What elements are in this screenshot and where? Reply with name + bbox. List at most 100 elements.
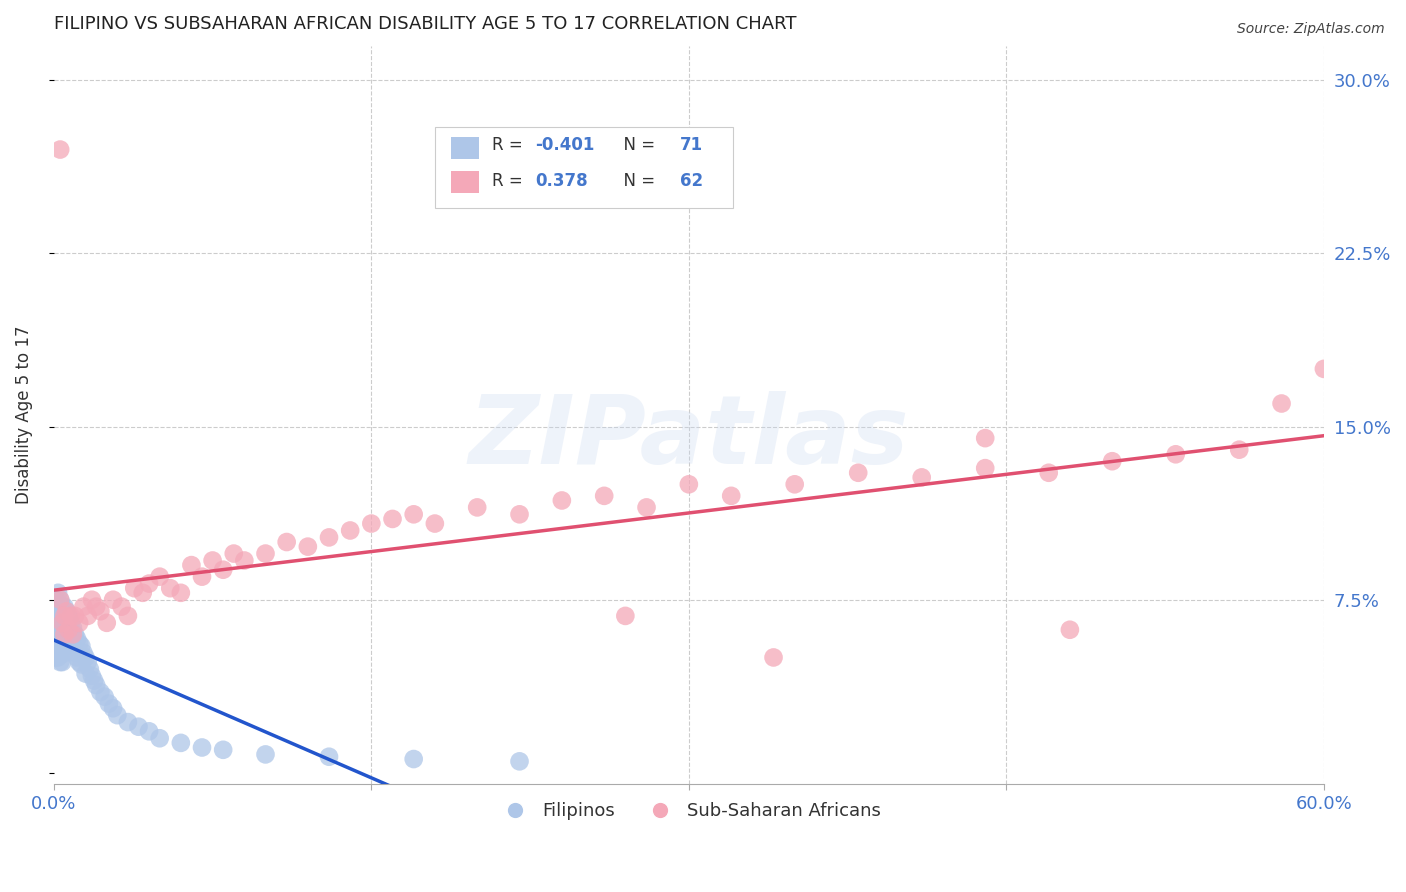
Point bbox=[53, 646, 76, 660]
Point bbox=[76, 655, 98, 669]
Point bbox=[49, 592, 72, 607]
Point bbox=[212, 743, 235, 757]
Point bbox=[83, 673, 105, 688]
Point bbox=[45, 608, 67, 623]
Point bbox=[58, 608, 80, 623]
Point bbox=[138, 576, 160, 591]
Point bbox=[1227, 442, 1250, 457]
Point bbox=[170, 586, 193, 600]
Point bbox=[97, 697, 120, 711]
Point bbox=[53, 599, 76, 614]
Point bbox=[49, 143, 72, 157]
Point bbox=[318, 530, 340, 544]
Point bbox=[59, 608, 82, 623]
Text: N =: N = bbox=[613, 172, 659, 190]
Point bbox=[117, 715, 139, 730]
Point bbox=[1101, 454, 1123, 468]
Point bbox=[49, 604, 72, 618]
Point bbox=[79, 662, 101, 676]
Point bbox=[101, 592, 124, 607]
Point bbox=[1313, 362, 1336, 376]
Point bbox=[89, 685, 111, 699]
Point bbox=[201, 553, 224, 567]
Point bbox=[89, 604, 111, 618]
Point bbox=[93, 690, 115, 704]
Point bbox=[911, 470, 934, 484]
Point bbox=[170, 736, 193, 750]
Bar bbox=[451, 171, 479, 194]
Point bbox=[339, 524, 361, 538]
Point bbox=[49, 592, 72, 607]
Point bbox=[1059, 623, 1081, 637]
Point bbox=[63, 646, 86, 660]
Point bbox=[53, 632, 76, 646]
Point bbox=[59, 627, 82, 641]
Point bbox=[51, 639, 73, 653]
Point bbox=[59, 639, 82, 653]
Point bbox=[58, 620, 80, 634]
Point bbox=[62, 639, 84, 653]
Point bbox=[509, 508, 531, 522]
Point bbox=[117, 608, 139, 623]
Point bbox=[614, 608, 637, 623]
Point bbox=[465, 500, 488, 515]
Point bbox=[149, 731, 172, 746]
Point bbox=[636, 500, 658, 515]
Point bbox=[49, 655, 72, 669]
Point bbox=[105, 708, 128, 723]
Point bbox=[58, 623, 80, 637]
Text: N =: N = bbox=[613, 136, 659, 154]
Point bbox=[423, 516, 446, 531]
Point bbox=[53, 608, 76, 623]
Point bbox=[63, 627, 86, 641]
Point bbox=[51, 627, 73, 641]
Point bbox=[1164, 447, 1187, 461]
Point bbox=[49, 615, 72, 630]
Point bbox=[63, 608, 86, 623]
Point bbox=[381, 512, 404, 526]
Point bbox=[159, 581, 181, 595]
Point bbox=[62, 620, 84, 634]
Point bbox=[51, 655, 73, 669]
Point bbox=[212, 563, 235, 577]
Point bbox=[49, 627, 72, 641]
Text: ZIPatlas: ZIPatlas bbox=[468, 391, 910, 483]
Point bbox=[402, 752, 425, 766]
Point bbox=[254, 747, 277, 762]
Point bbox=[318, 749, 340, 764]
Point bbox=[59, 615, 82, 630]
Point bbox=[46, 615, 69, 630]
Point bbox=[49, 639, 72, 653]
Point bbox=[974, 461, 997, 475]
Point bbox=[783, 477, 806, 491]
Y-axis label: Disability Age 5 to 17: Disability Age 5 to 17 bbox=[15, 326, 32, 504]
Point bbox=[53, 608, 76, 623]
Point bbox=[66, 632, 89, 646]
Point bbox=[58, 634, 80, 648]
Point bbox=[678, 477, 700, 491]
Point bbox=[51, 615, 73, 630]
Point bbox=[974, 431, 997, 445]
Point bbox=[70, 639, 93, 653]
Point bbox=[84, 599, 107, 614]
Text: FILIPINO VS SUBSAHARAN AFRICAN DISABILITY AGE 5 TO 17 CORRELATION CHART: FILIPINO VS SUBSAHARAN AFRICAN DISABILIT… bbox=[53, 15, 796, 33]
Point bbox=[132, 586, 155, 600]
Point bbox=[80, 592, 103, 607]
Text: 0.378: 0.378 bbox=[536, 172, 588, 190]
Point bbox=[254, 547, 277, 561]
Text: 62: 62 bbox=[681, 172, 703, 190]
Point bbox=[191, 740, 214, 755]
Point bbox=[1038, 466, 1060, 480]
FancyBboxPatch shape bbox=[434, 127, 734, 208]
Point bbox=[297, 540, 319, 554]
Point bbox=[55, 604, 77, 618]
Point bbox=[76, 608, 98, 623]
Point bbox=[66, 650, 89, 665]
Point bbox=[45, 592, 67, 607]
Point bbox=[360, 516, 382, 531]
Point bbox=[46, 604, 69, 618]
Point bbox=[51, 615, 73, 630]
Point bbox=[84, 678, 107, 692]
Text: R =: R = bbox=[492, 136, 529, 154]
Point bbox=[191, 569, 214, 583]
